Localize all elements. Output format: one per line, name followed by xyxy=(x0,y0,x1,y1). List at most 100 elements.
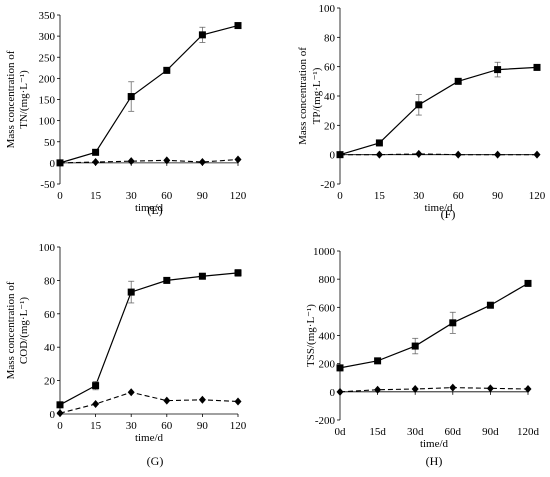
x-tick-label: 30 xyxy=(126,420,138,432)
y-tick-label: 300 xyxy=(39,31,56,43)
panel-g: 0 20 40 60 80 100 0 15 30 60 90 120 time/d Mass conce… xyxy=(5,242,247,468)
y-tick-label: 600 xyxy=(319,302,336,314)
data-point-square xyxy=(486,301,494,309)
y-tick-label: 40 xyxy=(324,91,336,103)
y-tick-label: 0 xyxy=(50,158,56,170)
panel-label: (H) xyxy=(426,454,443,468)
data-point-square xyxy=(449,319,457,327)
x-axis-title: time/d xyxy=(420,438,449,450)
series-line-solid xyxy=(339,282,529,369)
series-line-dashed xyxy=(340,153,537,156)
y-axis-title: Mass concentration of xyxy=(297,47,309,145)
data-point-square xyxy=(374,357,382,365)
x-tick-label: 120d xyxy=(517,426,540,438)
y-axis-title: TP/(mg·L⁻¹) xyxy=(311,67,323,124)
x-axis-title: time/d xyxy=(135,202,164,214)
data-point-diamond xyxy=(336,150,344,159)
y-tick-label: 50 xyxy=(44,137,56,149)
y-axis-title: Mass concentration of xyxy=(5,50,17,148)
data-point-square xyxy=(411,342,419,350)
x-tick-label: 15 xyxy=(90,190,102,202)
data-point-diamond xyxy=(234,155,242,164)
data-point-diamond xyxy=(92,399,100,408)
y-tick-label: 400 xyxy=(319,331,336,343)
data-point-diamond xyxy=(494,150,502,159)
x-tick-label: 60d xyxy=(445,426,462,438)
data-point-square xyxy=(234,269,242,277)
x-tick-label: 90 xyxy=(492,190,504,202)
y-tick-label: 100 xyxy=(319,3,336,15)
series-line-dashed xyxy=(59,158,239,164)
data-point-diamond xyxy=(198,395,206,404)
y-tick-label: 200 xyxy=(319,359,336,371)
data-point-square xyxy=(92,382,100,390)
data-point-diamond xyxy=(454,150,462,159)
data-point-diamond xyxy=(415,149,423,158)
y-tick-label: 80 xyxy=(44,275,56,287)
y-tick-label: 20 xyxy=(324,120,336,132)
data-point-diamond xyxy=(198,158,206,167)
data-point-diamond xyxy=(163,396,171,405)
x-axis-title: time/d xyxy=(424,202,453,214)
x-tick-label: 15d xyxy=(369,426,386,438)
data-point-square xyxy=(163,66,171,74)
y-axis-title: COD/(mg·L⁻¹) xyxy=(18,297,30,364)
y-tick-label: 200 xyxy=(39,73,56,85)
y-axis-title: Mass concentration of xyxy=(5,281,17,379)
y-tick-label: 60 xyxy=(44,309,56,321)
data-point-square xyxy=(198,31,206,39)
panel-h: -200 0 200 400 600 800 1000 0d 15d 30d 60d 90d 120d t… xyxy=(305,246,540,468)
x-tick-label: 15 xyxy=(374,190,386,202)
y-tick-label: 1000 xyxy=(313,246,336,258)
panel-label: (E) xyxy=(147,203,162,217)
x-tick-label: 120 xyxy=(230,190,247,202)
y-tick-label: 100 xyxy=(39,242,56,254)
x-tick-label: 0 xyxy=(57,190,63,202)
data-point-square xyxy=(533,63,541,71)
data-point-square xyxy=(92,148,100,156)
data-point-square xyxy=(375,139,383,147)
data-point-diamond xyxy=(56,158,64,167)
y-tick-label: 60 xyxy=(324,62,336,74)
data-point-diamond xyxy=(92,158,100,167)
data-point-square xyxy=(415,101,423,109)
y-axis-title: TN/(mg·L⁻¹) xyxy=(18,70,30,129)
x-tick-label: 60 xyxy=(161,420,173,432)
y-tick-label: -20 xyxy=(320,179,335,191)
y-tick-label: 40 xyxy=(44,342,56,354)
x-tick-label: 120 xyxy=(230,420,247,432)
x-tick-label: 90 xyxy=(197,420,209,432)
data-point-square xyxy=(198,272,206,280)
data-point-square xyxy=(163,276,171,284)
y-tick-label: 800 xyxy=(319,274,336,286)
data-point-diamond xyxy=(375,150,383,159)
y-tick-label: 0 xyxy=(330,387,336,399)
series-line-dashed xyxy=(339,387,529,393)
x-tick-label: 120 xyxy=(529,190,546,202)
data-point-square xyxy=(127,288,135,296)
data-point-square xyxy=(524,279,532,287)
x-tick-label: 90 xyxy=(197,190,209,202)
y-tick-label: 0 xyxy=(50,409,56,421)
y-tick-label: 100 xyxy=(39,116,56,128)
data-point-square xyxy=(494,66,502,74)
data-point-square xyxy=(56,401,64,409)
series-line-solid xyxy=(59,272,239,406)
series-line-dashed xyxy=(59,391,239,414)
data-point-diamond xyxy=(234,397,242,406)
y-axis-title: TSS/(mg·L⁻¹) xyxy=(305,304,317,367)
data-point-diamond xyxy=(411,385,419,394)
data-point-diamond xyxy=(127,157,135,166)
y-tick-label: -200 xyxy=(315,415,336,427)
data-point-diamond xyxy=(56,409,64,418)
y-tick-label: 20 xyxy=(44,376,56,388)
series-line-solid xyxy=(59,24,239,164)
panel-label: (G) xyxy=(147,454,164,468)
series-line-solid xyxy=(339,66,538,156)
x-tick-label: 60 xyxy=(161,190,173,202)
x-axis-title: time/d xyxy=(135,432,164,444)
x-tick-label: 15 xyxy=(90,420,102,432)
